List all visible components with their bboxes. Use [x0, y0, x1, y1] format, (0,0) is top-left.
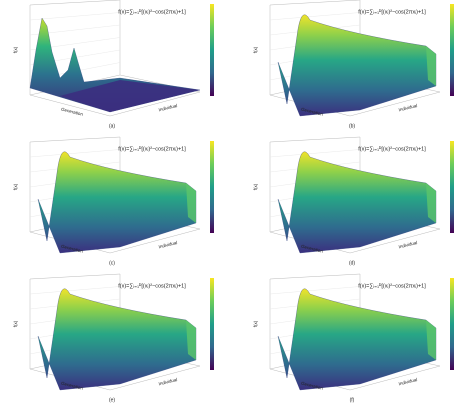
panel-label: (d)	[349, 260, 355, 266]
formula: f(x)=∑ᵢ₌₁ᴰ[(xᵢ)²−cos(2πxᵢ)+1]	[118, 8, 186, 15]
panel: f(x)=∑ᵢ₌₁ᴰ[(xᵢ)²−cos(2πxᵢ)+1] Generation I…	[253, 0, 454, 129]
surface-edge	[186, 183, 196, 223]
z-axis-label: f(x)	[253, 320, 258, 327]
surface	[277, 151, 437, 254]
formula: f(x)=∑ᵢ₌₁ᴰ[(xᵢ)²−cos(2πxᵢ)+1]	[358, 8, 426, 15]
surface-edge	[426, 320, 436, 360]
x-axis-label: Generation	[301, 381, 324, 391]
x-axis-label: Generation	[61, 107, 84, 117]
z-axis-label: f(x)	[253, 46, 258, 53]
grid-line	[29, 12, 121, 21]
panel-label: (f)	[350, 397, 355, 403]
colorbar	[210, 141, 214, 233]
y-axis-label: Individual	[398, 377, 418, 386]
formula: f(x)=∑ᵢ₌₁ᴰ[(xᵢ)²−cos(2πxᵢ)+1]	[118, 145, 186, 152]
colorbar	[450, 141, 454, 233]
axis-box	[29, 0, 201, 117]
formula: f(x)=∑ᵢ₌₁ᴰ[(xᵢ)²−cos(2πxᵢ)+1]	[358, 145, 426, 152]
y-axis-label: Individual	[398, 103, 418, 112]
y-axis-label: Individual	[158, 377, 178, 386]
surface-edge	[426, 183, 436, 223]
panel-label: (c)	[109, 260, 115, 266]
z-axis-label: f(x)	[13, 320, 18, 327]
formula: f(x)=∑ᵢ₌₁ᴰ[(xᵢ)²−cos(2πxᵢ)+1]	[358, 282, 426, 289]
surface-edge	[426, 46, 436, 86]
grid-line	[269, 286, 361, 295]
panel: f(x)=∑ᵢ₌₁ᴰ[(xᵢ)²−cos(2πxᵢ)+1] Generation I…	[253, 136, 454, 266]
surface	[277, 288, 437, 391]
colorbar	[210, 4, 214, 96]
surface	[37, 288, 197, 391]
colorbar	[450, 278, 454, 370]
x-axis-label: Generation	[61, 381, 84, 391]
x-axis-label: Generation	[301, 107, 324, 117]
grid-line	[29, 149, 121, 158]
panel-label: (b)	[349, 123, 355, 129]
z-axis-label: f(x)	[13, 183, 18, 190]
x-axis-label: Generation	[61, 244, 84, 254]
grid-line	[269, 149, 361, 158]
z-axis-label: f(x)	[253, 183, 258, 190]
colorbar	[210, 278, 214, 370]
panel-label: (e)	[109, 397, 115, 403]
surface-floor	[60, 80, 200, 112]
surface	[277, 14, 437, 117]
y-axis-label: Individual	[158, 103, 178, 112]
formula: f(x)=∑ᵢ₌₁ᴰ[(xᵢ)²−cos(2πxᵢ)+1]	[118, 282, 186, 289]
colorbar	[450, 4, 454, 96]
panel: f(x)=∑ᵢ₌₁ᴰ[(xᵢ)²−cos(2πxᵢ)+1] Generation I…	[13, 273, 214, 403]
y-axis-label: Individual	[158, 240, 178, 249]
surface	[37, 151, 197, 254]
panel: f(x)=∑ᵢ₌₁ᴰ[(xᵢ)²−cos(2πxᵢ)+1] Generation I…	[13, 136, 214, 266]
panel: f(x)=∑ᵢ₌₁ᴰ[(xᵢ)²−cos(2πxᵢ)+1] Generation I…	[13, 0, 214, 129]
z-axis-label: f(x)	[13, 46, 18, 53]
grid-line	[29, 286, 121, 295]
grid-line	[269, 12, 361, 21]
x-axis-label: Generation	[301, 244, 324, 254]
surface-edge	[186, 320, 196, 360]
panel-label: (a)	[109, 123, 115, 129]
panel: f(x)=∑ᵢ₌₁ᴰ[(xᵢ)²−cos(2πxᵢ)+1] Generation I…	[253, 273, 454, 403]
y-axis-label: Individual	[398, 240, 418, 249]
